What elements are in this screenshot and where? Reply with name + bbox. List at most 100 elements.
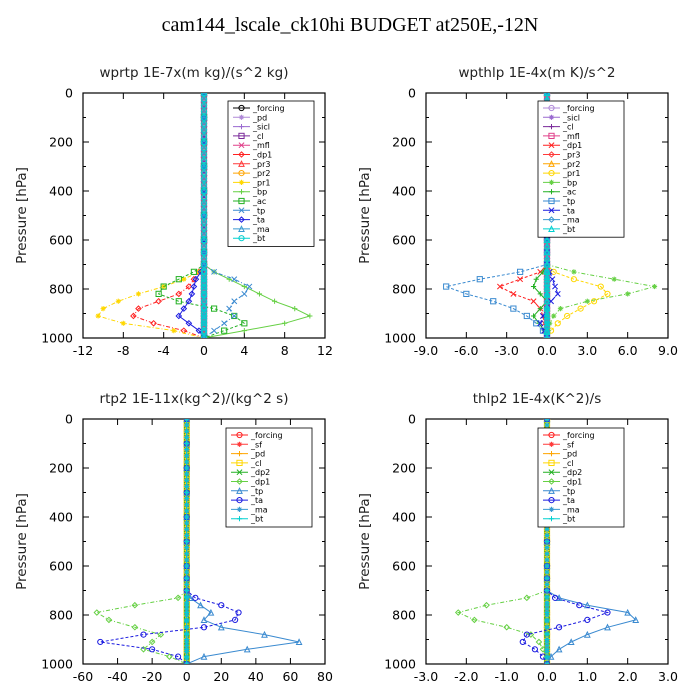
data-point: [544, 563, 550, 569]
data-point: [200, 114, 208, 121]
data-point: [184, 419, 190, 422]
data-point: [517, 276, 524, 283]
data-point: [184, 587, 190, 594]
series-line: [456, 419, 548, 664]
data-point: [190, 275, 198, 283]
data-point: [231, 312, 238, 319]
x-tick-label: 0.0: [537, 343, 557, 358]
data-point: [184, 440, 190, 447]
legend-label: _forcing: [562, 104, 595, 113]
data-point: [544, 612, 550, 618]
x-tick-label: -8: [117, 343, 130, 358]
data-point: [221, 327, 228, 334]
y-axis-label: Pressure [hPa]: [14, 493, 30, 590]
data-point: [184, 428, 190, 434]
data-point: [184, 434, 190, 440]
data-point: [483, 601, 490, 609]
series-group: [93, 419, 303, 664]
data-point: [307, 313, 313, 319]
data-point: [624, 608, 632, 616]
data-point: [211, 327, 218, 334]
legend-marker: [548, 114, 555, 120]
legend-label: _dp1: [562, 141, 582, 150]
y-tick-label: 0: [408, 412, 416, 427]
y-axis-label: Pressure [hPa]: [357, 493, 373, 590]
data-point: [200, 249, 208, 256]
legend-marker: [236, 506, 243, 512]
x-tick-label: 60: [282, 669, 298, 684]
legend-marker: [548, 142, 555, 149]
y-tick-label: 200: [392, 135, 416, 150]
data-point: [184, 557, 190, 563]
data-point: [510, 305, 517, 312]
data-point: [443, 283, 450, 290]
legend-box: [227, 100, 315, 247]
legend-marker: [238, 151, 245, 158]
data-point: [471, 616, 478, 624]
data-point: [184, 612, 190, 618]
data-point: [192, 594, 199, 601]
data-point: [131, 623, 139, 631]
x-tick-label: 0: [200, 343, 208, 358]
data-point: [544, 587, 550, 594]
panel-4: thlp2 1E-4x(K^2)/s Pressure [hPa] -3.0 -2.0…: [357, 391, 678, 684]
data-point: [97, 638, 104, 646]
panel-title: wprtp 1E-7x(m kg)/(s^2 kg): [100, 65, 289, 81]
data-point: [157, 631, 165, 638]
x-tick-label: -9.0: [414, 343, 438, 358]
legend-label: _mfl: [562, 132, 580, 141]
data-point: [543, 290, 551, 297]
data-point: [184, 453, 190, 459]
legend-marker: [236, 497, 243, 504]
data-point: [535, 638, 543, 646]
data-point: [544, 636, 550, 643]
data-point: [543, 660, 551, 664]
data-point: [256, 291, 263, 297]
data-point: [135, 305, 142, 312]
legend-marker: [236, 441, 243, 447]
legend-label: _bt: [562, 225, 575, 234]
x-tick-label: 12: [317, 343, 333, 358]
x-tick-label: -12: [73, 343, 93, 358]
data-point: [200, 312, 208, 320]
legend-label: _pr3: [562, 151, 580, 160]
data-point: [544, 419, 550, 422]
legend-label: _ma: [250, 505, 268, 514]
data-point: [184, 569, 190, 575]
data-point: [200, 108, 208, 115]
data-point: [184, 630, 190, 636]
data-point: [551, 594, 559, 601]
data-point: [235, 609, 242, 616]
legend-label: _pr1: [562, 169, 580, 178]
data-point: [200, 276, 208, 283]
data-point: [523, 312, 530, 320]
data-point: [200, 328, 208, 335]
legend-label: _ta: [562, 496, 575, 505]
x-tick-label: -1.0: [494, 669, 518, 684]
legend-marker: [548, 197, 555, 205]
data-point: [271, 298, 278, 304]
data-point: [155, 290, 162, 297]
legend-marker: [548, 506, 555, 512]
data-point: [200, 652, 208, 660]
legend-label: _ac: [252, 197, 266, 206]
data-point: [207, 608, 215, 616]
data-point: [200, 206, 208, 213]
data-point: [543, 319, 551, 327]
data-point: [554, 320, 561, 327]
data-point: [611, 276, 617, 282]
data-point: [604, 290, 611, 297]
data-point: [200, 298, 208, 305]
data-point: [221, 320, 228, 327]
x-tick-label: 3.0: [577, 343, 597, 358]
data-point: [200, 283, 208, 290]
y-tick-label: 200: [392, 461, 416, 476]
data-point: [533, 320, 540, 327]
data-point: [184, 655, 190, 661]
data-point: [564, 312, 571, 320]
y-tick-label: 800: [49, 608, 73, 623]
legend-marker: [548, 132, 555, 140]
y-tick-label: 600: [49, 559, 73, 574]
legend-label: _tp: [252, 206, 265, 215]
data-point: [231, 298, 238, 305]
